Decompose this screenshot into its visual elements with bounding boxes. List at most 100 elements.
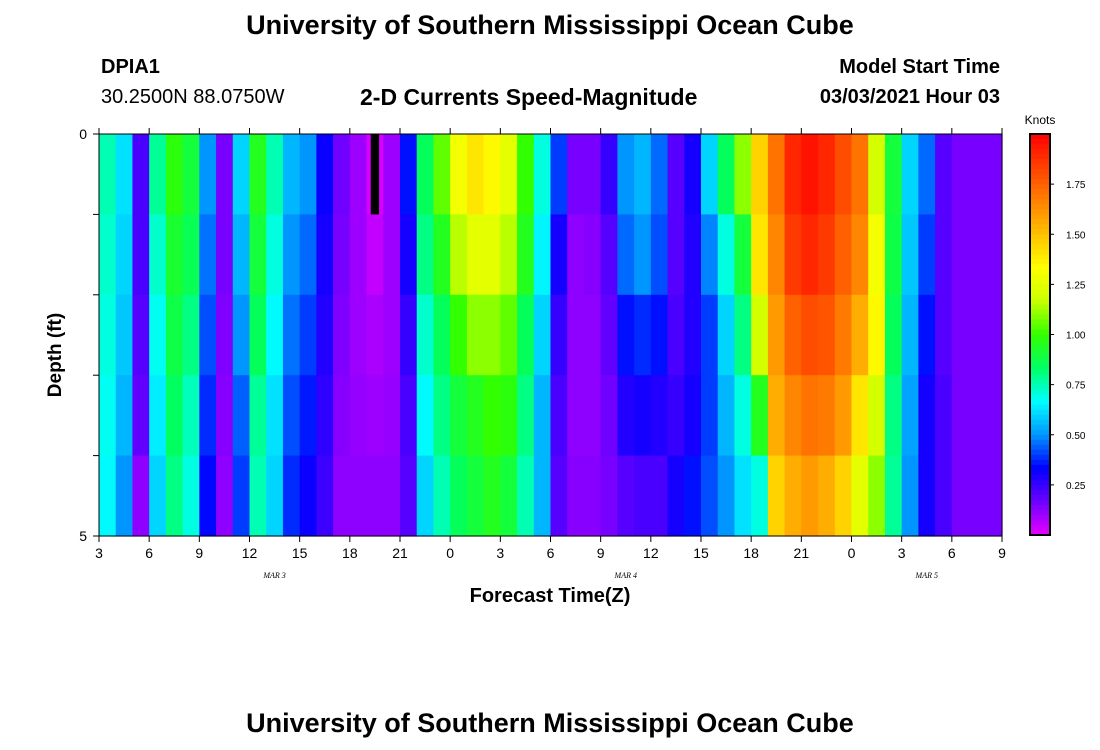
heatmap-cell bbox=[868, 455, 886, 537]
heatmap-cell bbox=[232, 134, 251, 215]
colorbar-segment bbox=[1030, 514, 1050, 521]
heatmap-cell bbox=[600, 214, 618, 296]
heatmap-cell bbox=[450, 455, 468, 537]
heatmap-cell bbox=[249, 455, 267, 537]
heatmap-cell bbox=[400, 375, 418, 457]
heatmap-cell bbox=[299, 375, 317, 457]
heatmap-cell bbox=[199, 214, 217, 296]
heatmap-cell bbox=[483, 134, 501, 215]
heatmap-cell bbox=[667, 134, 685, 215]
heatmap-cell bbox=[751, 294, 769, 376]
colorbar-segment bbox=[1030, 519, 1050, 526]
heatmap-cell bbox=[667, 214, 685, 296]
heatmap-cell bbox=[333, 455, 351, 537]
heatmap-cell bbox=[433, 294, 451, 376]
heatmap-cell bbox=[935, 214, 953, 296]
heatmap-cell bbox=[701, 375, 719, 457]
colorbar-segment bbox=[1030, 169, 1050, 175]
station-id: DPIA1 bbox=[101, 56, 160, 78]
heatmap-cell bbox=[299, 134, 317, 215]
heatmap-cell bbox=[818, 455, 836, 537]
heatmap-cell bbox=[901, 134, 919, 215]
heatmap-cell bbox=[567, 214, 585, 296]
heatmap-cell bbox=[216, 375, 234, 457]
heatmap-cell bbox=[751, 214, 769, 296]
heatmap-cell bbox=[801, 294, 819, 376]
heatmap-cell bbox=[684, 294, 702, 376]
missing-data-cell bbox=[370, 134, 380, 215]
heatmap-cell bbox=[266, 455, 284, 537]
heatmap-cell bbox=[433, 214, 451, 296]
heatmap-cell bbox=[884, 134, 903, 215]
heatmap-cell bbox=[533, 134, 552, 215]
heatmap-cell bbox=[132, 294, 150, 376]
heatmap-cell bbox=[701, 214, 719, 296]
heatmap-cell bbox=[767, 375, 786, 457]
heatmap-cell bbox=[216, 134, 234, 215]
colorbar-segment bbox=[1030, 219, 1050, 225]
colorbar-segment bbox=[1030, 204, 1050, 210]
colorbar-segment bbox=[1030, 144, 1050, 150]
colorbar: 0.25 0.50 0.75 1.00 1.25 1.50 1.75 Knots bbox=[1025, 113, 1086, 536]
heatmap-cell bbox=[667, 294, 685, 376]
heatmap-cell bbox=[333, 214, 351, 296]
heatmap-cell bbox=[316, 214, 334, 296]
colorbar-segment bbox=[1030, 429, 1050, 436]
heatmap-cell bbox=[99, 294, 117, 376]
heatmap-cell bbox=[349, 294, 368, 376]
heatmap-cell bbox=[149, 294, 167, 376]
heatmap-cell bbox=[99, 134, 117, 215]
x-tick-label: 9 bbox=[998, 545, 1006, 561]
colorbar-segment bbox=[1030, 189, 1050, 195]
heatmap-cell bbox=[600, 134, 618, 215]
colorbar-segment bbox=[1030, 274, 1050, 280]
heatmap-cell bbox=[316, 455, 334, 537]
heatmap-cell bbox=[717, 134, 736, 215]
colorbar-segment bbox=[1030, 149, 1050, 155]
colorbar-segment bbox=[1030, 164, 1050, 170]
heatmap-cell bbox=[400, 134, 418, 215]
heatmap-cell bbox=[567, 455, 585, 537]
y-tick-label: 5 bbox=[79, 528, 87, 544]
heatmap-cell bbox=[517, 375, 535, 457]
date-label: MAR 4 bbox=[614, 571, 637, 580]
heatmap-cell bbox=[918, 134, 936, 215]
colorbar-segment bbox=[1030, 464, 1050, 471]
x-tick-label: 15 bbox=[693, 545, 709, 561]
colorbar-segment bbox=[1030, 324, 1050, 331]
heatmap-cell bbox=[884, 455, 903, 537]
heatmap-cell bbox=[834, 294, 853, 376]
heatmap-cell bbox=[450, 375, 468, 457]
heatmap-cell bbox=[734, 375, 752, 457]
heatmap-cell bbox=[701, 455, 719, 537]
page-title: University of Southern Mississippi Ocean… bbox=[246, 10, 854, 40]
heatmap-cell bbox=[132, 214, 150, 296]
heatmap-cell bbox=[868, 134, 886, 215]
heatmap-cell bbox=[617, 214, 635, 296]
heatmap-cell bbox=[834, 134, 853, 215]
colorbar-segment bbox=[1030, 509, 1050, 516]
heatmap-cell bbox=[400, 214, 418, 296]
heatmap-cell bbox=[951, 134, 970, 215]
heatmap-cell bbox=[550, 294, 568, 376]
colorbar-segment bbox=[1030, 314, 1050, 321]
heatmap-cell bbox=[99, 455, 117, 537]
colorbar-segment bbox=[1030, 424, 1050, 431]
colorbar-segment bbox=[1030, 154, 1050, 160]
heatmap-cell bbox=[333, 294, 351, 376]
heatmap-cell bbox=[182, 375, 200, 457]
heatmap-cell bbox=[717, 375, 736, 457]
heatmap-cell bbox=[483, 455, 501, 537]
heatmap-cell bbox=[466, 294, 485, 376]
heatmap-cell bbox=[567, 294, 585, 376]
heatmap-cell bbox=[784, 455, 802, 537]
colorbar-segment bbox=[1030, 289, 1050, 295]
heatmap-cell bbox=[533, 455, 552, 537]
heatmap-cell bbox=[868, 294, 886, 376]
heatmap-cell bbox=[533, 214, 552, 296]
heatmap-cell bbox=[115, 214, 134, 296]
heatmap-cell bbox=[734, 294, 752, 376]
heatmap-cell bbox=[450, 294, 468, 376]
colorbar-segment bbox=[1030, 449, 1050, 456]
heatmap-cell bbox=[684, 455, 702, 537]
